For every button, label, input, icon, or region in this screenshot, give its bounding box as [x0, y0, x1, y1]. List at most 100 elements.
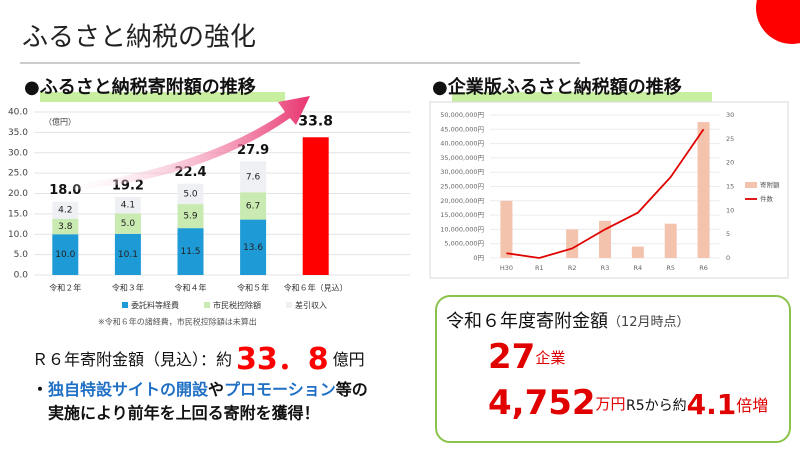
legend-label: 寄附額 — [760, 180, 780, 189]
y-tick-label: 5.0 — [14, 250, 29, 260]
y-tick-label: 5,000,000円 — [444, 240, 484, 248]
y-tick-label: 45,000,000円 — [440, 125, 484, 133]
amount: 4,752 — [488, 383, 596, 423]
line-series — [506, 128, 705, 259]
y-tick-label: 35.0 — [8, 128, 28, 138]
count-line: 27企業 — [488, 337, 565, 377]
bar-segment — [240, 161, 267, 193]
ratio-unit: 倍増 — [736, 396, 768, 415]
bar-segment — [177, 183, 204, 205]
bar-label: 5.0 — [183, 189, 198, 199]
bar-segment — [114, 213, 141, 234]
x-tick-label: 令和４年 — [175, 283, 207, 293]
y-tick-label: 15,000,000円 — [440, 211, 484, 219]
y-tick-label: 20.0 — [8, 189, 28, 199]
y2-tick-label: 20 — [726, 159, 734, 167]
y-tick-label: 10,000,000円 — [440, 225, 484, 233]
y2-tick-label: 30 — [726, 111, 734, 119]
total-label: 33.8 — [298, 113, 333, 129]
box-note: （12月時点） — [608, 315, 690, 330]
bar-segment — [177, 228, 204, 275]
bar-label: 11.5 — [180, 247, 200, 257]
total-label: 27.9 — [237, 143, 269, 158]
bar-segment — [177, 204, 204, 229]
y-tick-label: 10.0 — [8, 230, 28, 240]
bar — [697, 122, 710, 258]
bar-label: 5.0 — [121, 219, 136, 229]
x-tick-label: 令和２年 — [49, 283, 81, 293]
x-tick-label: R5 — [666, 264, 675, 272]
box-title-text: 令和６年度寄附金額 — [446, 311, 608, 332]
chart-note: ※令和６年の諸経費，市民税控除額は未算出 — [98, 317, 257, 327]
y-tick-label: 25.0 — [8, 169, 28, 179]
bar-segment — [240, 219, 267, 275]
x-tick-label: R6 — [699, 264, 708, 272]
x-tick-label: R3 — [601, 264, 610, 272]
bullet: ・ — [32, 380, 48, 399]
y2-tick-label: 10 — [726, 206, 734, 214]
bar-label: 5.9 — [183, 212, 198, 222]
forecast-bar — [302, 137, 329, 275]
left-heading: ●ふるさと納税寄附額の推移 — [24, 76, 256, 98]
x-tick-label: R1 — [535, 264, 544, 272]
x-tick-label: H30 — [500, 264, 513, 272]
y2-tick-label: 25 — [726, 135, 734, 143]
heading-highlight — [40, 92, 285, 102]
y-tick-label: 40,000,000円 — [440, 140, 484, 148]
legend-swatch — [286, 302, 292, 308]
y-tick-label: 30,000,000円 — [440, 168, 484, 176]
y-tick-label: 50,000,000円 — [440, 111, 484, 119]
legend-label: 件数 — [760, 194, 774, 203]
bar-label: 10.1 — [118, 250, 138, 260]
y-unit: （億円） — [44, 117, 76, 127]
bar — [664, 223, 677, 258]
y2-tick-label: 0 — [726, 254, 730, 262]
text: 等の — [335, 380, 368, 399]
ratio-line: R5から約4.1倍増 — [626, 388, 768, 421]
summary-text: Ｒ６年寄附金額（見込）：約 — [32, 350, 232, 369]
bar-segment — [52, 218, 79, 235]
bullet-line: ・独自特設サイトの開設やプロモーション等の — [32, 380, 368, 399]
bar-segment — [52, 234, 79, 275]
y-tick-label: 30.0 — [8, 148, 28, 158]
amount-line: 4,752万円 — [488, 383, 626, 423]
bar — [500, 200, 513, 258]
amount-unit: 万円 — [596, 395, 626, 413]
legend-swatch — [204, 302, 210, 308]
y-tick-label: 25,000,000円 — [440, 183, 484, 191]
bar — [566, 229, 579, 258]
chart-right: 0円 5,000,000円 10,000,000円 15,000,000円 20,000… — [440, 111, 780, 272]
legend-swatch — [122, 302, 128, 308]
y-tick-label: 0円 — [473, 254, 484, 262]
bar-segment — [114, 196, 141, 214]
y2-tick-label: 5 — [726, 230, 730, 238]
highlight-text: 独自特設サイトの開設 — [48, 380, 209, 399]
bar-label: 4.2 — [58, 206, 72, 216]
legend-swatch — [745, 182, 757, 188]
y-tick-label: 0.0 — [14, 271, 29, 281]
count-unit: 企業 — [535, 349, 565, 367]
bar-segment — [240, 192, 267, 220]
summary-unit: 億円 — [333, 350, 365, 369]
bar-label: 3.8 — [58, 222, 73, 232]
x-tick-label: 令和６年（見込） — [284, 283, 348, 293]
legend-label: 市民税控除額 — [213, 300, 261, 310]
box-title: 令和６年度寄附金額（12月時点） — [446, 311, 690, 332]
summary-value: 33．8 — [236, 342, 329, 377]
y-tick-label: 20,000,000円 — [440, 197, 484, 205]
result-box — [435, 295, 791, 443]
x-tick-label: 令和３年 — [112, 283, 144, 293]
text: や — [208, 380, 224, 399]
right-heading: ●企業版ふるさと納税額の推移 — [432, 76, 682, 98]
legend-label: 差引収入 — [295, 300, 327, 310]
bullet-line: 実施により前年を上回る寄附を獲得！ — [48, 404, 320, 423]
y-tick-label: 40.0 — [8, 108, 28, 118]
x-tick-label: R4 — [634, 264, 643, 272]
y2-tick-label: 15 — [726, 183, 734, 191]
count: 27 — [488, 337, 535, 377]
ratio: 4.1 — [687, 388, 737, 421]
ratio-label: R5から約 — [626, 398, 687, 414]
bar-segment — [52, 201, 79, 219]
decor-circle — [756, 0, 800, 44]
